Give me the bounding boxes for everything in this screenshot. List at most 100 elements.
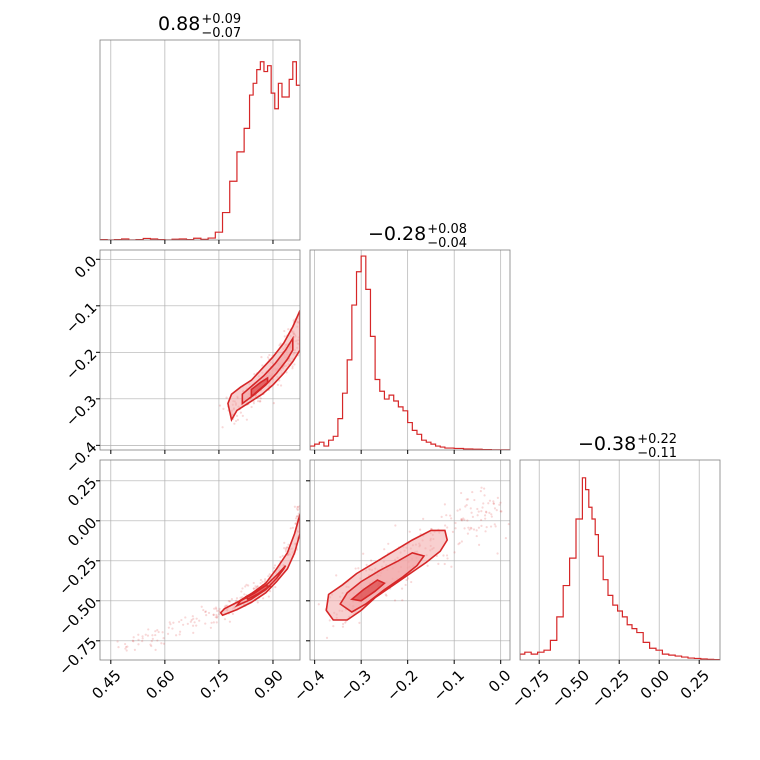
- scatter-point: [464, 505, 467, 508]
- hist-grid-2: [538, 460, 700, 660]
- scatter-point: [215, 621, 218, 624]
- scatter-point: [281, 554, 284, 557]
- scatter-point: [259, 400, 262, 403]
- scatter-point: [492, 502, 495, 505]
- scatter-point: [241, 587, 244, 590]
- scatter-point: [244, 585, 247, 588]
- scatter-point: [303, 322, 305, 324]
- hist-title-plus-2: +0.22: [637, 432, 677, 447]
- scatter-point: [167, 626, 170, 629]
- scatter-point: [465, 503, 468, 507]
- scatter-point: [301, 527, 303, 529]
- hist-panel-2: −0.38 +0.22−0.11 −0.75−0.50−0.25 0.00 0.25: [508, 432, 721, 712]
- pair-0-ytick-label: −0.4: [62, 438, 100, 476]
- scatter-point: [256, 400, 260, 403]
- scatter-point: [241, 414, 244, 417]
- hist-frame-1: [309, 249, 511, 451]
- scatter-point: [460, 518, 463, 521]
- scatter-point: [422, 517, 425, 521]
- scatter-point: [172, 621, 175, 624]
- scatter-point: [239, 596, 242, 599]
- scatter-point: [443, 562, 446, 566]
- scatter-point: [189, 620, 192, 623]
- scatter-point: [221, 426, 224, 429]
- scatter-point: [264, 580, 267, 583]
- pair-frame-0: [99, 249, 301, 451]
- pair-2-xtick-label: −0.3: [337, 666, 375, 704]
- scatter-point: [272, 402, 275, 405]
- pair-2-xtick-label: −0.4: [290, 666, 328, 704]
- pair-1-xtick-label: 0.75: [196, 666, 232, 702]
- scatter-point: [259, 582, 262, 585]
- scatter-point: [184, 616, 187, 619]
- scatter-point: [303, 343, 305, 345]
- scatter-point: [146, 634, 150, 637]
- hist-steps-0: [100, 61, 300, 240]
- scatter-point: [451, 530, 455, 533]
- scatter-point: [274, 585, 277, 589]
- scatter-point: [202, 608, 205, 612]
- scatter-point: [193, 621, 196, 624]
- scatter-point: [235, 597, 239, 600]
- scatter-point: [449, 514, 452, 517]
- hist-2-xtick-label: −0.75: [508, 666, 553, 711]
- pair-0-ytick-label: −0.1: [62, 299, 100, 337]
- scatter-point: [169, 623, 172, 626]
- scatter-point: [117, 646, 120, 649]
- scatter-point: [137, 643, 140, 646]
- pair-plot-area-0: [100, 250, 307, 450]
- scatter-point: [341, 625, 345, 628]
- scatter-point: [317, 603, 320, 606]
- scatter-point: [496, 552, 499, 555]
- pair-2-xtick-label: −0.1: [430, 666, 468, 704]
- scatter-point: [235, 414, 239, 417]
- scatter-point: [492, 500, 495, 503]
- scatter-point: [401, 599, 404, 602]
- scatter-point: [499, 501, 502, 504]
- scatter-point: [495, 509, 498, 512]
- scatter-point: [252, 587, 255, 590]
- scatter-point: [301, 506, 303, 508]
- scatter-point: [482, 502, 485, 505]
- scatter-point: [204, 622, 207, 625]
- scatter-point: [445, 554, 449, 557]
- pair-1-xtick-label: 0.60: [142, 666, 178, 702]
- scatter-point: [477, 510, 480, 513]
- scatter-point: [279, 556, 282, 559]
- scatter-point: [385, 594, 388, 597]
- scatter-point: [357, 567, 360, 570]
- pair-plot-area-2: [310, 460, 510, 660]
- scatter-point: [470, 527, 473, 530]
- scatter-point: [490, 515, 493, 518]
- scatter-point: [137, 633, 140, 636]
- scatter-point: [453, 551, 456, 554]
- scatter-point: [168, 621, 171, 624]
- scatter-point: [295, 515, 298, 518]
- scatter-point: [252, 587, 256, 590]
- scatter-point: [287, 328, 290, 331]
- scatter-point: [293, 505, 296, 508]
- scatter-point: [156, 629, 159, 632]
- scatter-point: [239, 411, 242, 414]
- scatter-point: [400, 587, 404, 590]
- scatter-point: [494, 525, 497, 528]
- pair-plot-area-1: [100, 460, 303, 660]
- scatter-point: [228, 600, 232, 603]
- scatter-point: [435, 554, 438, 558]
- scatter-point: [305, 334, 307, 336]
- scatter-point: [179, 630, 182, 633]
- scatter-point: [483, 487, 486, 490]
- scatter-point: [161, 631, 164, 634]
- scatter-point: [293, 363, 296, 366]
- pair-0-ytick-label: 0.0: [71, 252, 101, 282]
- scatter-point: [243, 593, 246, 596]
- scatter-point: [408, 530, 411, 533]
- scatter-point: [162, 637, 165, 640]
- scatter-point: [446, 526, 449, 529]
- scatter-point: [387, 542, 390, 545]
- scatter-point: [268, 353, 271, 357]
- scatter-point: [489, 525, 493, 528]
- scatter-point: [406, 577, 410, 580]
- scatter-point: [457, 543, 460, 546]
- scatter-point: [291, 367, 294, 370]
